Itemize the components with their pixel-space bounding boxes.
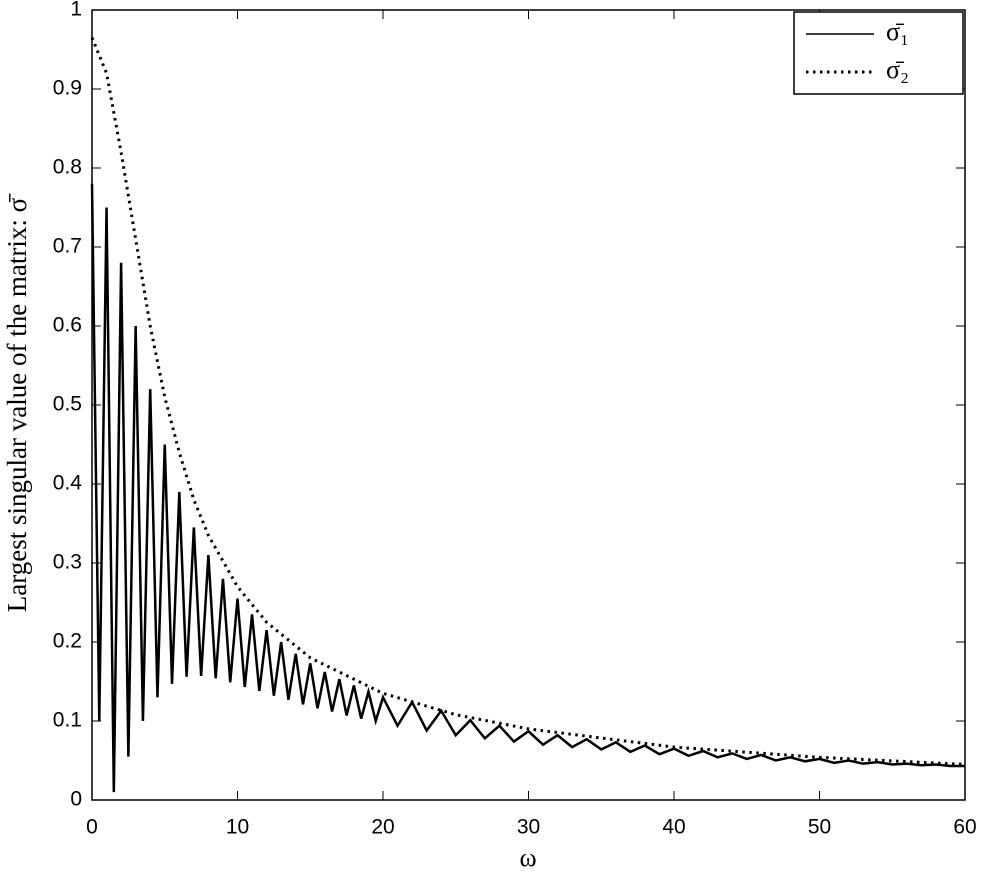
series-line — [90, 37, 966, 766]
legend-label: σ̄₁ — [886, 17, 909, 46]
y-tick-label: 0.1 — [53, 709, 82, 732]
legend-label: σ̄₂ — [886, 55, 909, 84]
legend-box — [793, 11, 964, 95]
y-tick-label: 0.6 — [53, 314, 82, 337]
x-tick-label: 20 — [371, 816, 394, 839]
x-tick-label: 60 — [953, 816, 976, 839]
y-tick-label: 0.5 — [53, 393, 82, 416]
y-tick-label: 0.8 — [53, 156, 82, 179]
y-tick-label: 1 — [70, 0, 82, 21]
x-tick-label: 40 — [662, 816, 685, 839]
series-line — [90, 183, 965, 793]
y-tick-label: 0.9 — [53, 77, 82, 100]
x-tick-label: 50 — [808, 816, 831, 839]
y-tick-label: 0.7 — [53, 235, 82, 258]
y-axis-label: Largest singular value of the matrix: σ̄ — [2, 193, 32, 612]
x-tick-label: 0 — [86, 816, 98, 839]
y-tick-label: 0.4 — [53, 472, 83, 495]
x-tick-label: 10 — [226, 816, 249, 839]
y-tick-label: 0 — [70, 788, 82, 811]
x-tick-label: 30 — [517, 816, 540, 839]
y-tick-label: 0.2 — [53, 630, 82, 653]
y-tick-label: 0.3 — [53, 551, 82, 574]
x-axis-label: ω — [519, 843, 536, 872]
plot-frame — [91, 9, 966, 801]
